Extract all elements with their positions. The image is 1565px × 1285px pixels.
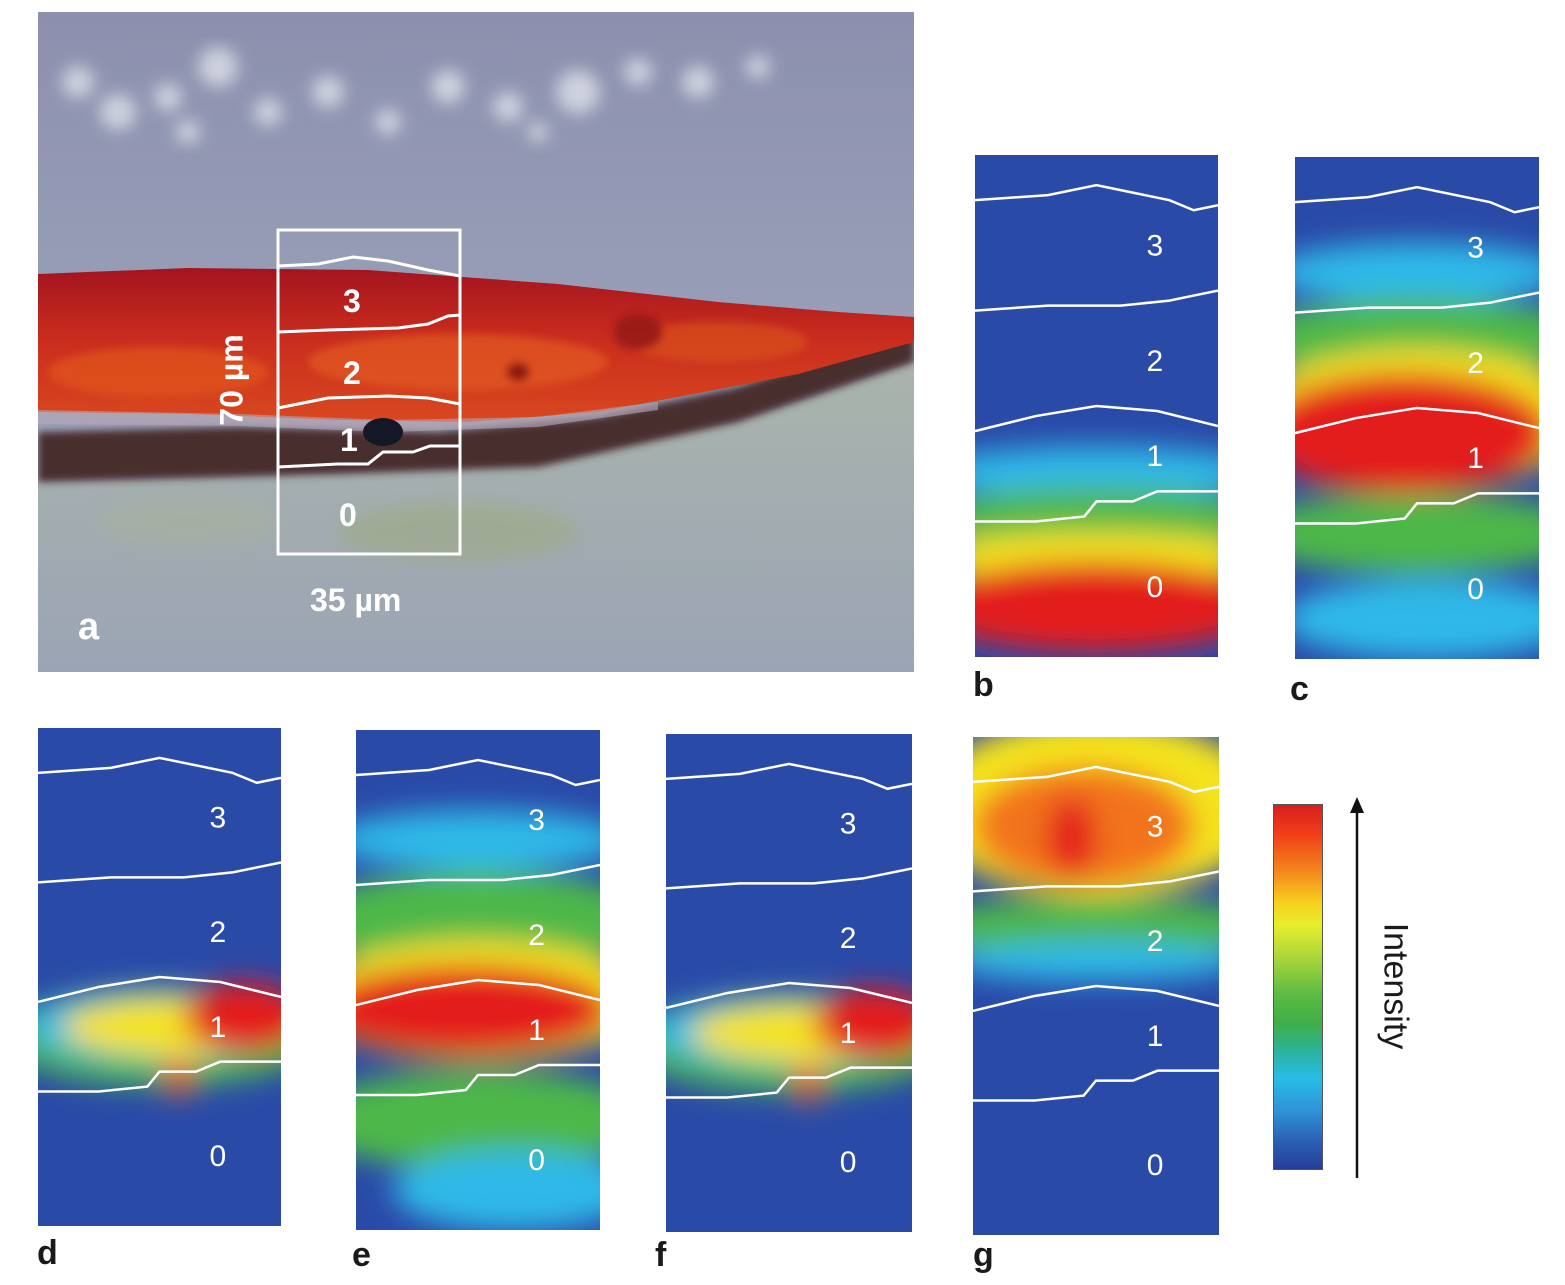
panel-letter-g: g: [973, 1236, 994, 1274]
map-layer-label: 1: [1467, 442, 1484, 475]
sample-frame: [276, 228, 462, 556]
cross-section-photo: [38, 12, 914, 672]
layer-2-label: 2: [343, 355, 361, 391]
map-layer-label: 0: [1146, 571, 1163, 604]
map-layer-label: 3: [1467, 231, 1484, 264]
map-layer-label: 0: [209, 1140, 226, 1173]
map-layer-label: 3: [209, 802, 226, 835]
panel-letter-a: a: [78, 606, 100, 648]
panel-letter-b: b: [973, 666, 994, 704]
panel-letter-c: c: [1290, 670, 1309, 708]
map-layer-label: 2: [209, 916, 226, 949]
intensity-map-c: 3 2 1 0: [1295, 157, 1539, 659]
layer-3-label: 3: [343, 283, 361, 319]
intensity-map-b: 3 2 1 0: [975, 155, 1218, 657]
intensity-label: Intensity: [1376, 922, 1415, 1050]
map-layer-label: 0: [528, 1144, 545, 1177]
map-layer-label: 1: [1146, 440, 1163, 473]
map-layer-label: 1: [1147, 1020, 1164, 1053]
width-scale-label: 35 µm: [310, 582, 402, 618]
intensity-map-e: 3 2 1 0: [356, 730, 600, 1230]
panel-letter-e: e: [352, 1236, 371, 1274]
map-layer-label: 2: [1147, 925, 1164, 958]
map-layer-label: 3: [1146, 229, 1163, 262]
panel-letter-f: f: [655, 1236, 667, 1274]
map-layer-label: 3: [840, 808, 857, 841]
layer-0-label: 0: [339, 497, 357, 533]
height-scale-label: 70 µm: [213, 334, 250, 426]
map-layer-label: 2: [1467, 347, 1484, 380]
intensity-arrow-icon: [1350, 797, 1364, 1178]
map-layer-label: 1: [840, 1017, 857, 1050]
map-layer-label: 0: [1467, 573, 1484, 606]
map-layer-label: 3: [528, 804, 545, 837]
map-layer-label: 2: [840, 922, 857, 955]
panel-letter-d: d: [37, 1234, 58, 1272]
map-layer-label: 1: [528, 1014, 545, 1047]
intensity-map-d: 3 2 1 0: [38, 728, 281, 1226]
intensity-map-g: 3 2 1 0: [973, 737, 1219, 1235]
map-layer-label: 1: [209, 1011, 226, 1044]
map-layer-label: 3: [1147, 811, 1164, 844]
map-layer-label: 2: [1146, 345, 1163, 378]
map-layer-label: 0: [1147, 1149, 1164, 1182]
intensity-colorbar: [1273, 804, 1323, 1170]
map-layer-label: 0: [840, 1146, 857, 1179]
map-layer-label: 2: [528, 919, 545, 952]
intensity-map-f: 3 2 1 0: [666, 734, 912, 1232]
layer-1-label: 1: [340, 422, 358, 458]
